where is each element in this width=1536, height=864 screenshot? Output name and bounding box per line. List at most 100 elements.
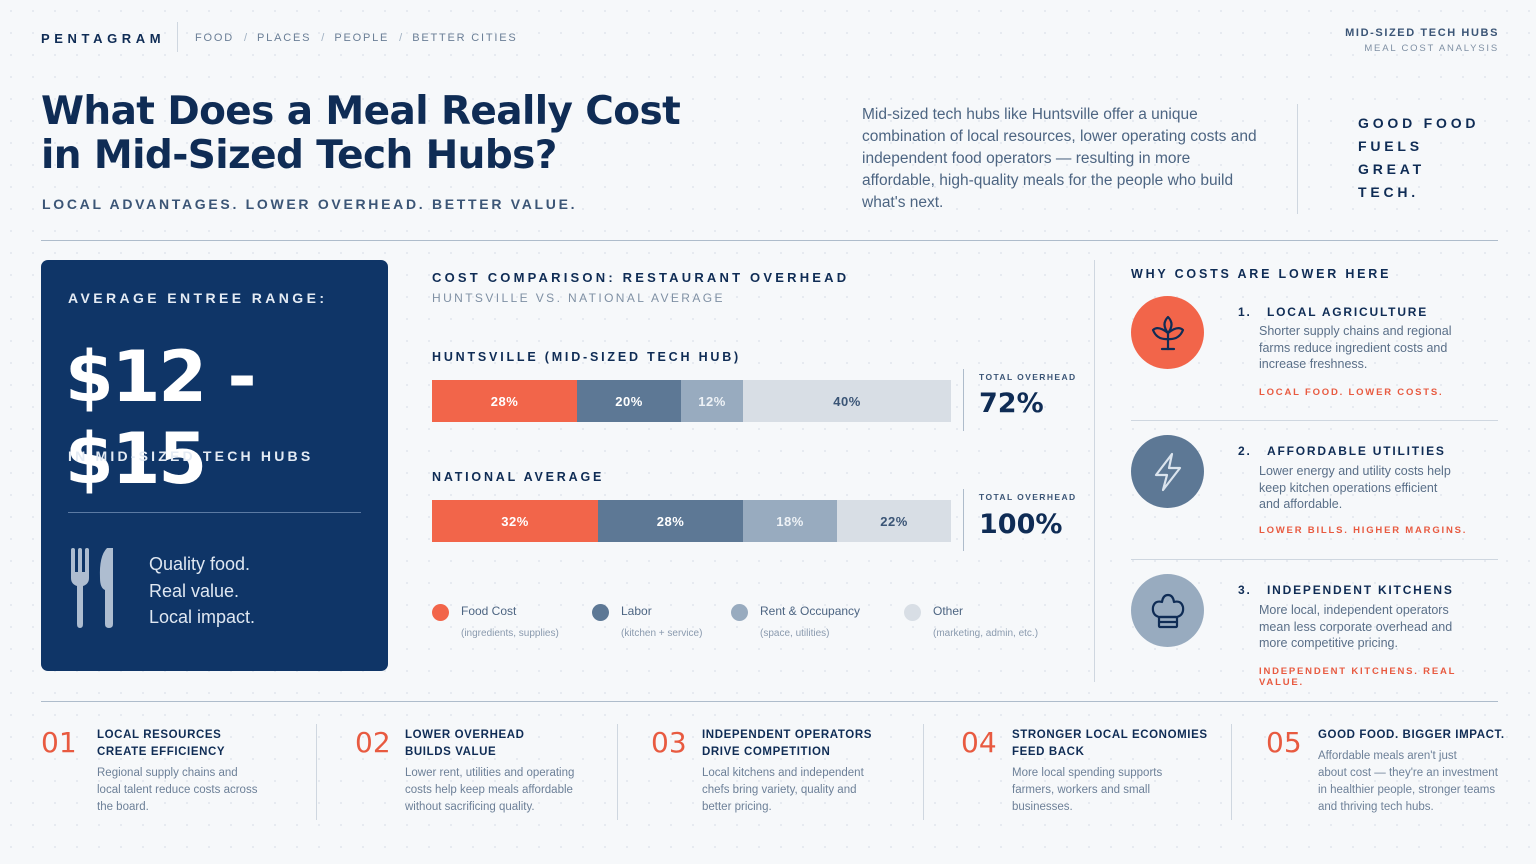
legend-swatch: [904, 604, 921, 621]
reason-heading: 2. AFFORDABLE UTILITIES: [1238, 444, 1446, 458]
reason-divider: [1131, 559, 1498, 560]
footer-divider: [923, 724, 924, 820]
footer-body: Affordable meals aren't just about cost …: [1318, 750, 1498, 813]
footer-body: Regional supply chains and local talent …: [97, 767, 258, 813]
header-divider: [177, 22, 178, 52]
footer-heading: STRONGER LOCAL ECONOMIES FEED BACK: [1012, 729, 1208, 758]
bar-segment-labor: 28%: [598, 500, 743, 542]
legend-item-rent: Rent & Occupancy (space, utilities): [731, 603, 860, 639]
legend-swatch: [432, 604, 449, 621]
quote-line: Real value.: [149, 580, 240, 601]
legend-item-food-cost: Food Cost (ingredients, supplies): [432, 603, 559, 639]
price-card-subtitle: IN MID-SIZED TECH HUBS: [68, 448, 314, 464]
legend-note: (space, utilities): [760, 628, 830, 639]
reason-tag: LOWER BILLS. HIGHER MARGINS.: [1259, 525, 1468, 536]
lightning-icon: [1154, 452, 1181, 491]
bar-segment-food-cost: 28%: [432, 380, 577, 422]
chart-subtitle: HUNTSVILLE VS. NATIONAL AVERAGE: [432, 291, 725, 305]
legend-label: Food Cost: [461, 604, 517, 618]
nav-item-food[interactable]: FOOD: [195, 32, 234, 44]
nav-item-people[interactable]: PEOPLE: [334, 32, 390, 44]
footer-number: 02: [355, 726, 391, 759]
footer-heading: GOOD FOOD. BIGGER IMPACT.: [1318, 729, 1505, 741]
tagline-line: FUELS: [1358, 138, 1423, 154]
price-range: $12 - $15: [65, 336, 257, 500]
price-card-quote: Quality food. Real value. Local impact.: [149, 551, 255, 631]
footer-number: 01: [41, 726, 77, 759]
quote-line: Quality food.: [149, 554, 251, 574]
reason-body: More local, independent operators mean l…: [1259, 603, 1453, 650]
reason-tag: INDEPENDENT KITCHENS. REAL VALUE.: [1259, 666, 1457, 688]
footer-number: 05: [1266, 726, 1302, 759]
legend-label: Other: [933, 604, 964, 618]
chef-hat-icon: [1151, 593, 1184, 628]
footer-body: Local kitchens and independent chefs bri…: [702, 767, 864, 813]
legend-swatch: [731, 604, 748, 621]
header-context-subtitle: MEAL COST ANALYSIS: [1364, 43, 1499, 54]
bar-segment-rent-occupancy: 12%: [681, 380, 743, 422]
nav-item-better-cities[interactable]: BETTER CITIES: [412, 32, 518, 44]
bar-segment-other: 40%: [743, 380, 951, 422]
tagline-line: GOOD FOOD: [1358, 115, 1480, 131]
reason-tag: LOCAL FOOD. LOWER COSTS.: [1259, 387, 1444, 398]
footer-divider: [1231, 724, 1232, 820]
footer-heading: INDEPENDENT OPERATORS DRIVE COMPETITION: [702, 729, 873, 758]
page-title: What Does a Meal Really Cost in Mid-Size…: [41, 90, 741, 178]
intro-paragraph: Mid-sized tech hubs like Huntsville offe…: [862, 106, 1257, 211]
total-divider: [963, 369, 964, 431]
bar-segment-other: 22%: [837, 500, 951, 542]
bar-segment-rent-occupancy: 18%: [743, 500, 837, 542]
nav-separator: /: [243, 32, 248, 44]
legend-note: (marketing, admin, etc.): [933, 628, 1039, 639]
title-line-2: in Mid-Sized Tech Hubs?: [41, 133, 557, 178]
legend-note: (kitchen + service): [621, 628, 703, 639]
legend-note: (ingredients, supplies): [461, 628, 559, 639]
header-context: MID-SIZED TECH HUBS MEAL COST ANALYSIS: [1345, 27, 1499, 54]
footer-body: Lower rent, utilities and operating cost…: [405, 767, 575, 813]
tagline-line: GREAT: [1358, 161, 1425, 177]
title-line-1: What Does a Meal Really Cost: [41, 89, 681, 134]
footer-heading: LOWER OVERHEAD BUILDS VALUE: [405, 729, 525, 758]
section-divider: [41, 240, 1498, 241]
bar-segment-food-cost: 32%: [432, 500, 598, 542]
plant-icon: [1151, 315, 1184, 350]
reason-icon-circle: [1131, 435, 1204, 508]
intro-divider: [1297, 104, 1298, 214]
footer-divider: [316, 724, 317, 820]
legend-label: Labor: [621, 604, 652, 618]
total-label: TOTAL OVERHEAD: [979, 492, 1077, 502]
price-card-divider: [68, 512, 361, 513]
top-nav: FOOD / PLACES / PEOPLE / BETTER CITIES: [195, 32, 518, 44]
quote-line: Local impact.: [149, 607, 256, 627]
nav-separator: /: [321, 32, 325, 44]
chart-title: COST COMPARISON: RESTAURANT OVERHEAD: [432, 270, 850, 285]
reason-icon-circle: [1131, 574, 1204, 647]
reason-heading: 3. INDEPENDENT KITCHENS: [1238, 583, 1454, 597]
bar-segment-labor: 20%: [577, 380, 681, 422]
reason-body: Shorter supply chains and regional farms…: [1259, 324, 1452, 371]
column-divider: [1094, 260, 1095, 682]
footer-body: More local spending supports farmers, wo…: [1012, 767, 1163, 813]
reason-divider: [1131, 420, 1498, 421]
fork-knife-icon: [71, 548, 113, 628]
tagline-line: TECH.: [1358, 184, 1419, 200]
page-subtitle: LOCAL ADVANTAGES. LOWER OVERHEAD. BETTER…: [42, 196, 578, 212]
legend-item-other: Other (marketing, admin, etc.): [904, 603, 1038, 639]
tagline: GOOD FOOD FUELS GREAT TECH.: [1358, 112, 1479, 204]
brand-logo[interactable]: PENTAGRAM: [41, 31, 166, 46]
total-label: TOTAL OVERHEAD: [979, 372, 1077, 382]
legend-swatch: [592, 604, 609, 621]
series-label-huntsville: HUNTSVILLE (MID-SIZED TECH HUB): [432, 350, 742, 364]
reason-heading: 1. LOCAL AGRICULTURE: [1238, 305, 1429, 319]
footer-divider: [617, 724, 618, 820]
series-label-national: NATIONAL AVERAGE: [432, 470, 605, 484]
footer-heading: LOCAL RESOURCES CREATE EFFICIENCY: [97, 729, 226, 758]
reason-icon-circle: [1131, 296, 1204, 369]
bar-national: 32% 28% 18% 22%: [432, 500, 951, 542]
total-value-huntsville: 72%: [979, 388, 1044, 419]
total-divider: [963, 489, 964, 551]
section-divider: [41, 701, 1498, 702]
footer-number: 03: [651, 726, 687, 759]
legend-item-labor: Labor (kitchen + service): [592, 603, 702, 639]
nav-item-places[interactable]: PLACES: [257, 32, 312, 44]
